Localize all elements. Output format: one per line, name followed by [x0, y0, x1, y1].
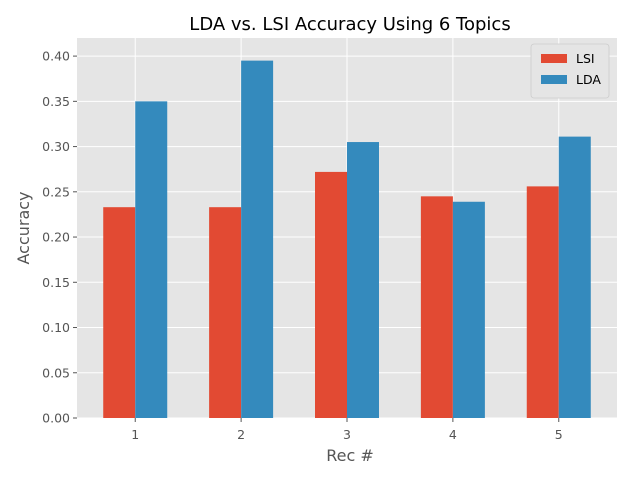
y-tick-label: 0.25 [42, 184, 70, 199]
legend-box [530, 43, 610, 99]
y-tick-label: 0.20 [42, 230, 70, 245]
x-tick-label: 1 [131, 427, 139, 442]
y-tick-label: 0.00 [42, 411, 70, 426]
bar-lsi [526, 186, 559, 418]
x-tick-label: 2 [237, 427, 245, 442]
bar-lda [241, 60, 274, 418]
bar-lda [558, 136, 591, 418]
legend-label-lda: LDA [576, 72, 601, 87]
y-tick-label: 0.10 [42, 320, 70, 335]
bars [103, 60, 591, 419]
y-tick-label: 0.30 [42, 139, 70, 154]
y-axis-label: Accuracy [14, 191, 33, 264]
bar-lsi [315, 171, 347, 418]
x-tick-label: 5 [555, 427, 563, 442]
legend-swatch-lsi [541, 54, 567, 63]
bar-lsi [103, 207, 136, 418]
y-tick-label: 0.35 [42, 94, 70, 109]
y-tick-label: 0.15 [42, 275, 70, 290]
x-tick-label: 4 [449, 427, 457, 442]
bar-lda [347, 142, 379, 419]
y-axis-ticks: 0.00 0.05 0.10 0.15 0.20 0.25 0.30 0.35 0.40 [42, 49, 77, 426]
x-axis-label: Rec # [326, 446, 374, 465]
legend: LSI LDA [530, 43, 610, 99]
x-tick-label: 3 [343, 427, 351, 442]
bar-lsi [420, 196, 453, 418]
y-tick-label: 0.40 [42, 49, 70, 64]
chart-title: LDA vs. LSI Accuracy Using 6 Topics [189, 14, 510, 35]
legend-label-lsi: LSI [576, 51, 595, 66]
legend-swatch-lda [541, 75, 567, 84]
x-axis-ticks: 1 2 3 4 5 [131, 418, 563, 442]
bar-lda [135, 101, 168, 418]
bar-lsi [209, 207, 242, 418]
y-tick-label: 0.05 [42, 365, 70, 380]
bar-lda [452, 201, 485, 418]
